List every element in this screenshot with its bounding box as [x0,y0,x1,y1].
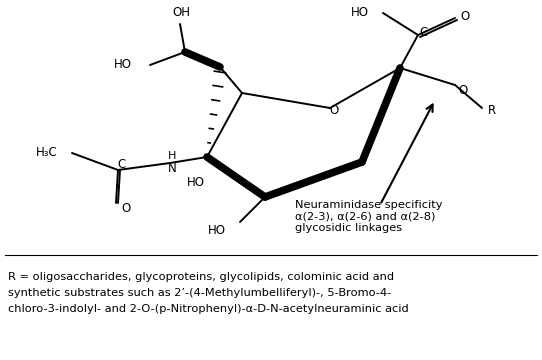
Text: H₃C: H₃C [36,147,58,159]
Text: OH: OH [172,5,190,18]
Text: O: O [121,202,131,215]
Text: C: C [118,158,126,171]
Text: O: O [460,9,469,22]
Text: synthetic substrates such as 2’-(4-Methylumbelliferyl)-, 5-Bromo-4-: synthetic substrates such as 2’-(4-Methy… [8,288,391,298]
Text: HO: HO [187,175,205,189]
Text: H: H [168,151,176,161]
Text: O: O [459,84,468,96]
Text: HO: HO [114,58,132,72]
Text: R: R [488,104,496,117]
Text: Neuraminidase specificity
α(2-3), α(2-6) and α(2-8)
glycosidic linkages: Neuraminidase specificity α(2-3), α(2-6)… [295,200,442,233]
Text: R = oligosaccharides, glycoproteins, glycolipids, colominic acid and: R = oligosaccharides, glycoproteins, gly… [8,272,394,282]
Text: HO: HO [208,224,226,237]
Text: HO: HO [351,6,369,19]
Text: chloro-3-indolyl- and 2-O-(p-Nitrophenyl)-α-D-N-acetylneuraminic acid: chloro-3-indolyl- and 2-O-(p-Nitrophenyl… [8,304,409,314]
Text: O: O [330,104,339,117]
Text: N: N [167,162,176,175]
Text: C: C [420,27,428,40]
